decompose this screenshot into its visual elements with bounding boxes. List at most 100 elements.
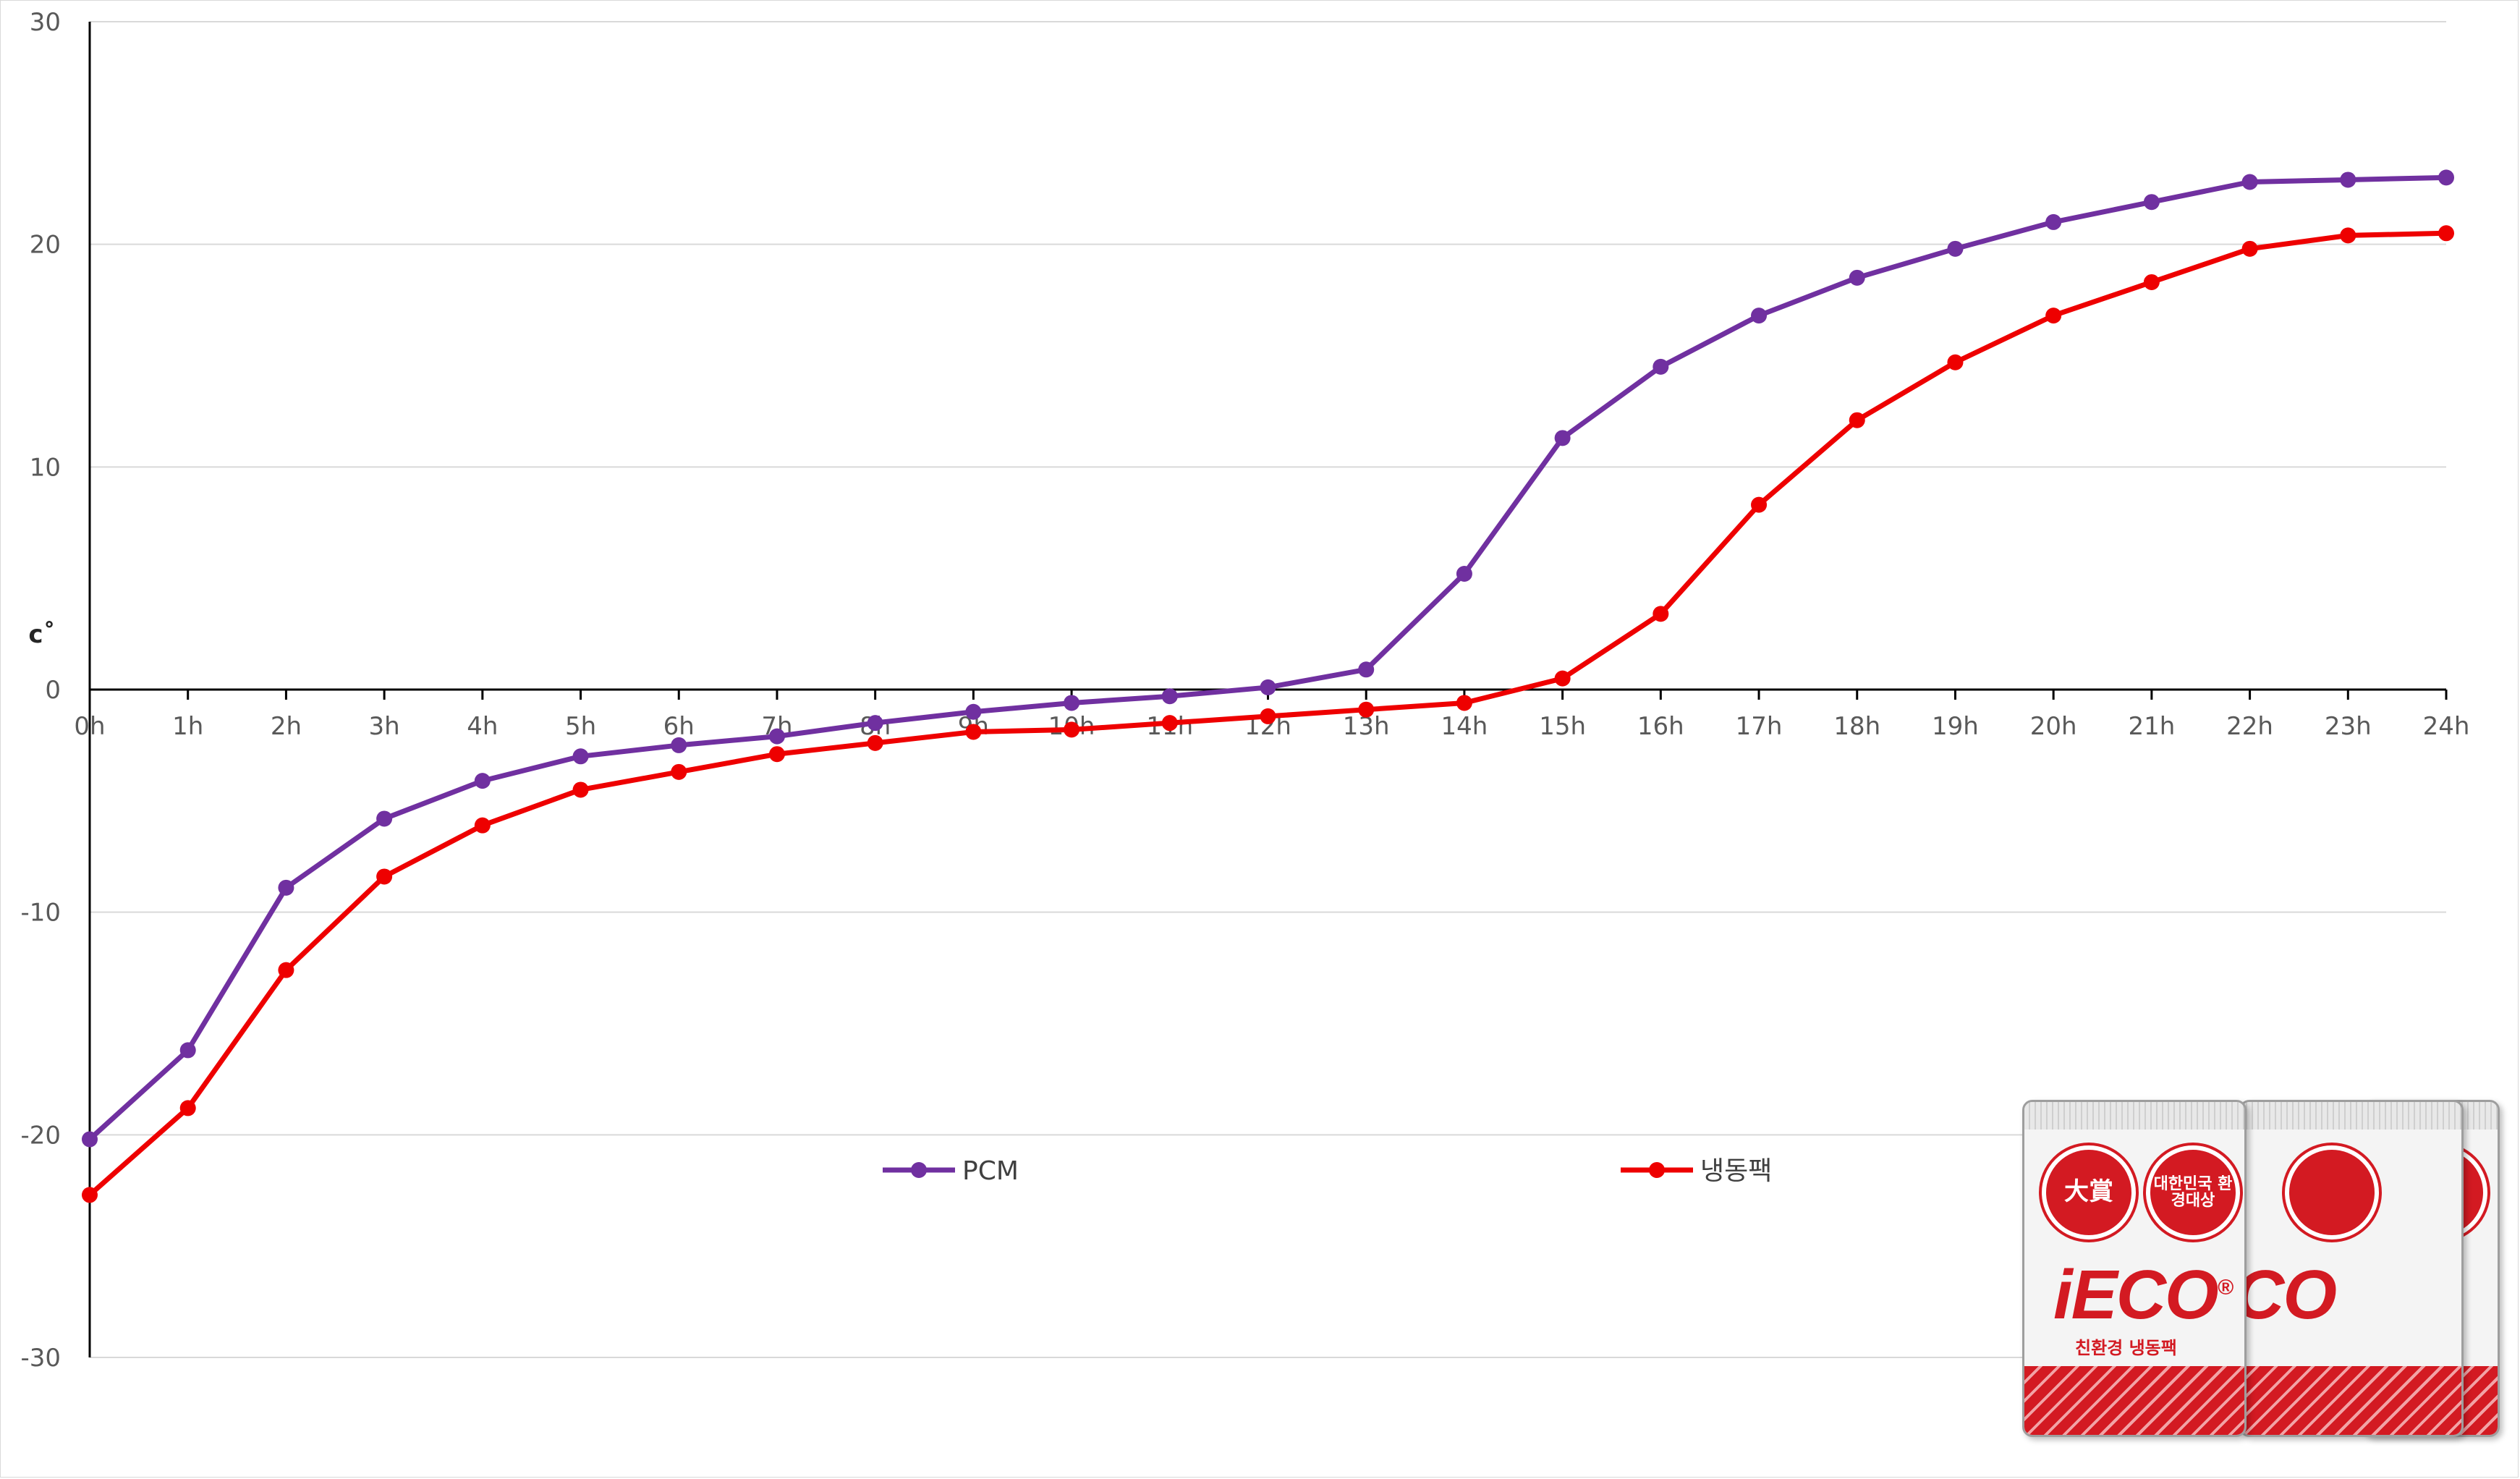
legend-label: 냉동팩 [1700,1156,1772,1186]
data-point [2241,174,2258,190]
x-tick-label: 5h [565,712,596,741]
data-point [867,715,883,732]
data-point [671,737,687,753]
data-point [1849,412,1865,428]
data-point [671,763,687,780]
x-tick-label: 18h [1833,712,1880,741]
data-point [2438,225,2454,242]
data-point [1849,269,1865,286]
environment-award-seal-icon: 대한민국 환경대상 [2146,1145,2240,1239]
data-point [1358,701,1375,718]
x-tick-label: 1h [172,712,203,741]
environment-award-text: 대한민국 환경대상 [2153,1174,2233,1210]
data-point [1751,496,1768,513]
data-point [965,703,982,720]
series-2 [82,225,2454,1203]
data-point [1554,430,1571,446]
y-tick-label: 30 [30,8,61,37]
y-axis-label: c˚ [28,620,55,649]
ice-pack-front: 大賞 대한민국 환경대상 iECO® 친환경 냉동팩 [2022,1100,2247,1437]
series-lines [82,169,2454,1203]
x-tick-label: 2h [271,712,302,741]
data-point [1161,715,1178,732]
x-tick-label: 6h [663,712,695,741]
x-tick-label: 4h [467,712,498,741]
data-point [278,962,294,978]
data-point [1456,566,1472,582]
product-image: 大賞 대한민국 환경대상 iECO® 친환경 냉동팩 CO CO [2022,1100,2500,1440]
y-tick-label: 20 [30,231,61,260]
data-point [768,728,785,745]
data-point [1947,240,1964,257]
brand-name: iECO [2053,1256,2219,1334]
data-point [1064,695,1080,711]
y-tick-label: 0 [45,676,61,705]
y-axis: 30 20 10 0 -10 -20 -30 c˚ [20,8,91,1373]
x-tick-label: 17h [1736,712,1783,741]
data-point [2045,213,2062,230]
y-tick-labels: 30 20 10 0 -10 -20 -30 [20,8,61,1373]
brand-logo: iECO® [2053,1255,2233,1335]
legend-item: 냉동팩 [1621,1156,1772,1186]
x-tick-label: 21h [2128,712,2175,741]
series-1 [82,169,2454,1148]
data-point [2045,308,2062,324]
x-tick-labels: 0h1h2h3h4h5h6h7h8h9h10h11h12h13h14h15h16… [74,712,2469,741]
data-point [2340,227,2356,244]
brand-registered-mark: ® [2217,1276,2233,1300]
data-point [2241,240,2258,257]
x-tick-label: 20h [2030,712,2077,741]
x-tick-label: 23h [2325,712,2372,741]
data-point [179,1100,196,1116]
legend-item: PCM [883,1156,1019,1186]
legend: PCM 냉동팩 [883,1156,1772,1186]
data-point [867,734,883,751]
y-tick-label: -20 [20,1121,61,1150]
data-point [1260,679,1276,695]
x-tick-label: 15h [1539,712,1586,741]
data-point [82,1131,98,1148]
pack-seal-strip [2241,1102,2461,1130]
data-point [376,810,393,827]
environment-award-seal-icon [2285,1145,2379,1239]
y-tick-label: -30 [20,1344,61,1373]
data-point [376,868,393,885]
legend-marker [1649,1162,1665,1178]
legend-marker [911,1162,927,1178]
data-point [474,773,491,789]
data-point [1751,308,1768,324]
data-point [572,748,589,765]
data-point [2143,274,2160,290]
data-point [572,781,589,798]
data-point [2340,171,2356,188]
y-tick-label: 10 [30,453,61,482]
data-point [82,1187,98,1203]
brand-subtitle: 친환경 냉동팩 [2075,1338,2177,1358]
x-tick-label: 24h [2423,712,2470,741]
legend-label: PCM [962,1156,1019,1186]
x-tick-label: 16h [1637,712,1684,741]
data-point [1653,606,1669,622]
data-point [474,817,491,834]
x-tick-label: 19h [1932,712,1979,741]
series-line [88,174,2447,1142]
data-point [179,1042,196,1059]
x-tick-label: 3h [369,712,400,741]
data-point [1161,688,1178,705]
data-point [1554,670,1571,687]
x-axis: 0h1h2h3h4h5h6h7h8h9h10h11h12h13h14h15h16… [74,688,2469,741]
data-point [1456,695,1472,711]
ice-pack-middle: CO [2239,1100,2464,1437]
pack-pattern [2241,1366,2461,1435]
data-point [2143,194,2160,211]
x-tick-label: 0h [74,712,105,741]
award-seal-text: 大賞 [2064,1177,2113,1207]
data-point [1064,721,1080,738]
data-point [1260,708,1276,724]
x-tick-label: 14h [1441,712,1488,741]
data-point [278,879,294,896]
y-tick-label: -10 [20,899,61,928]
x-tick-label: 22h [2226,712,2273,741]
